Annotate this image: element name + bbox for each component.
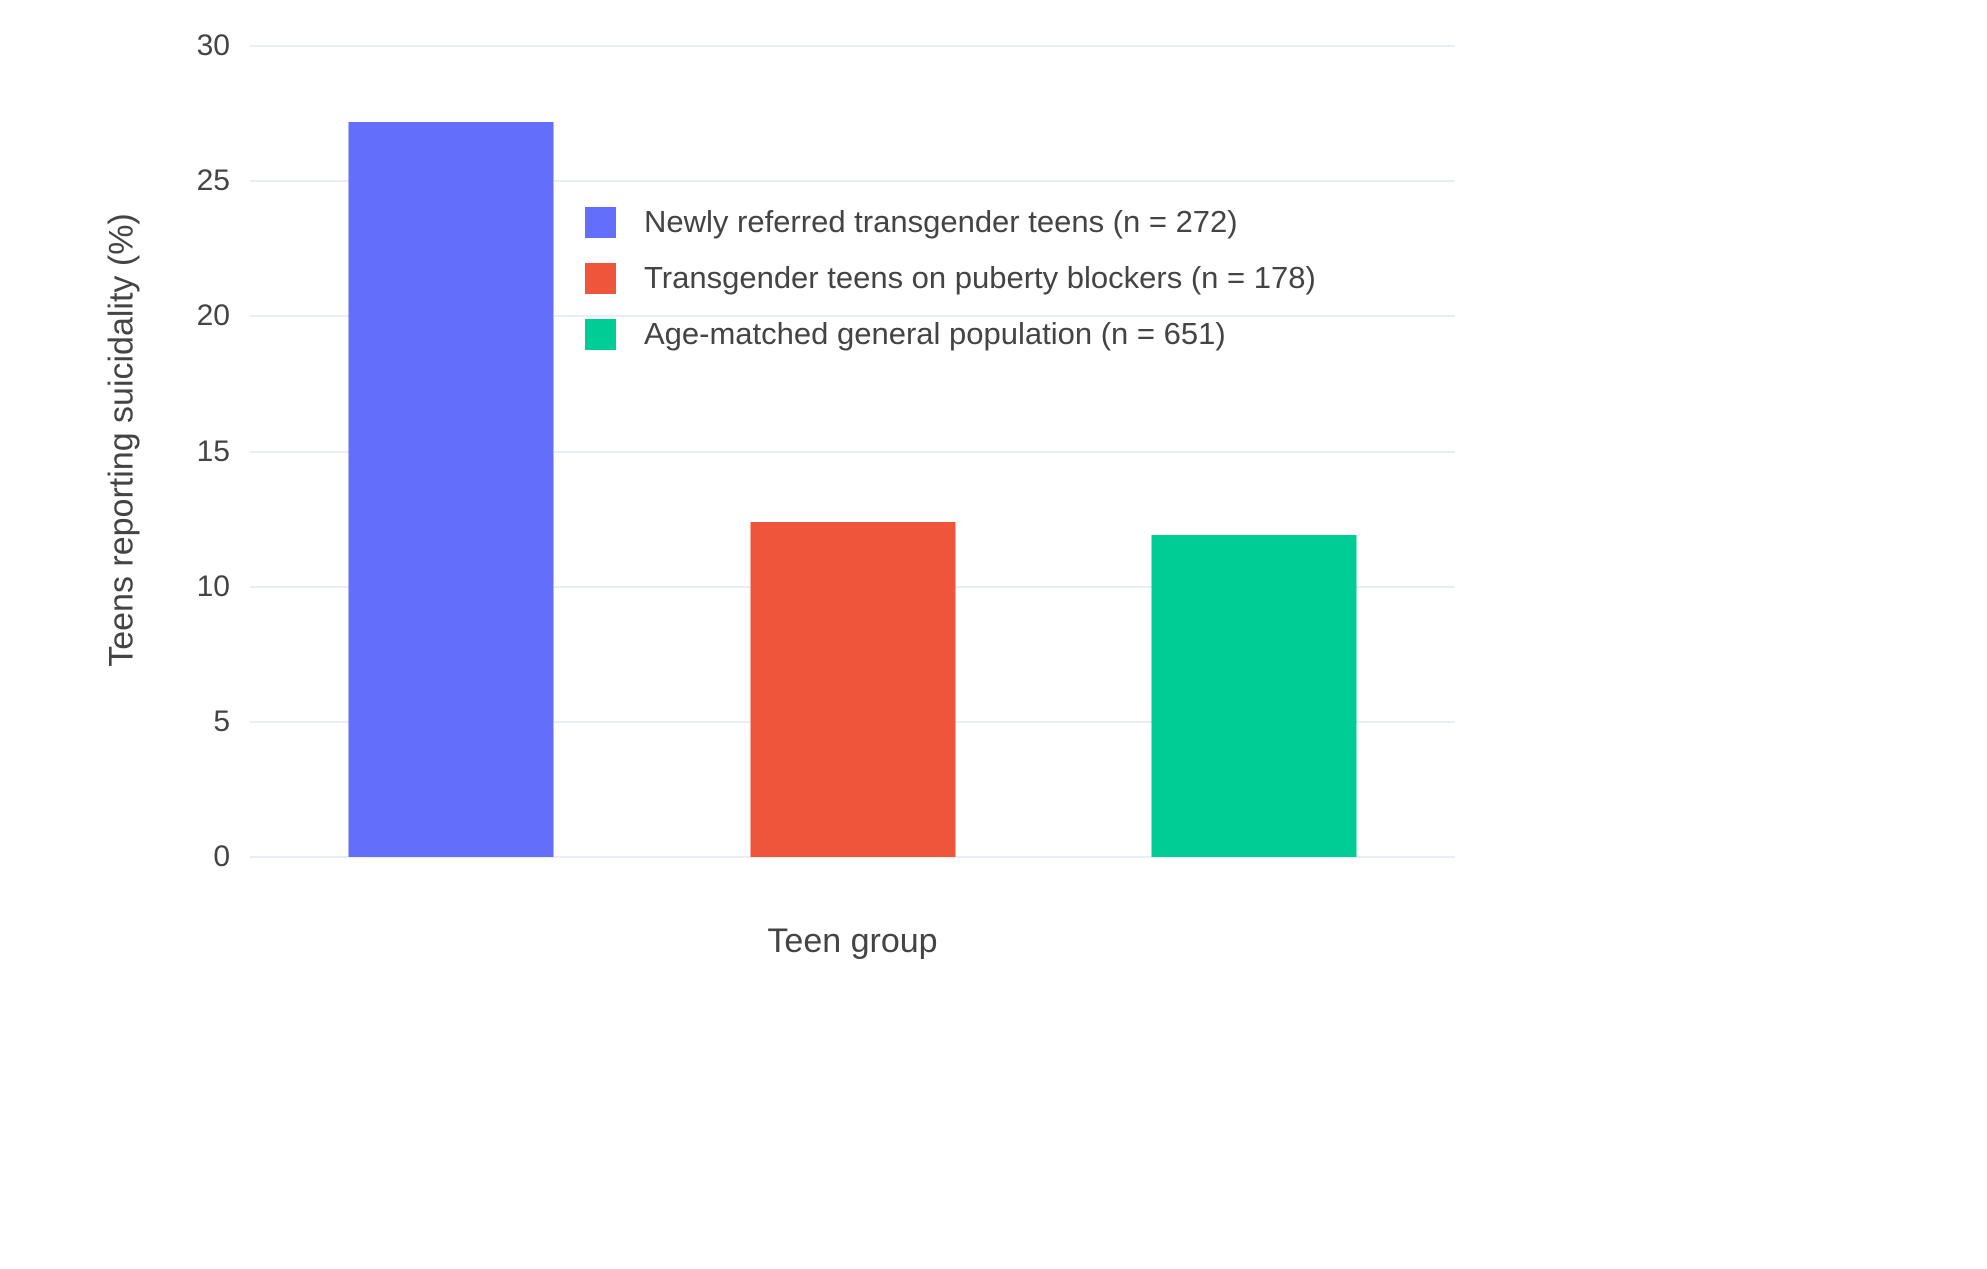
legend-item-1[interactable]: Newly referred transgender teens (n = 27… [585, 204, 1316, 240]
gridline [250, 856, 1455, 858]
y-axis: 0 5 10 15 20 25 30 [0, 31, 232, 872]
y-tick-label: 25 [196, 164, 230, 198]
plot-area: Newly referred transgender teens (n = 27… [250, 45, 1455, 858]
legend: Newly referred transgender teens (n = 27… [585, 204, 1316, 352]
legend-label: Transgender teens on puberty blockers (n… [644, 260, 1316, 295]
legend-label: Age-matched general population (n = 651) [644, 316, 1226, 351]
y-tick-label: 5 [213, 704, 230, 738]
legend-label: Newly referred transgender teens (n = 27… [644, 204, 1238, 239]
gridline [250, 45, 1455, 47]
bar-1[interactable] [348, 121, 554, 857]
y-tick-label: 0 [213, 840, 230, 873]
legend-item-3[interactable]: Age-matched general population (n = 651) [585, 316, 1316, 352]
y-tick-label: 20 [196, 299, 230, 333]
x-axis-title: Teen group [767, 922, 938, 960]
gridline [250, 450, 1455, 453]
gridline [250, 180, 1455, 183]
gridline [250, 315, 1455, 318]
y-tick-label: 15 [196, 434, 230, 468]
y-tick-label: 10 [196, 569, 230, 603]
legend-item-2[interactable]: Transgender teens on puberty blockers (n… [585, 260, 1316, 296]
y-tick-label: 30 [196, 29, 230, 62]
bar-3[interactable] [1151, 535, 1357, 857]
bar-2[interactable] [750, 521, 955, 857]
legend-swatch [585, 318, 616, 350]
legend-swatch [585, 206, 616, 238]
legend-swatch [585, 262, 616, 294]
